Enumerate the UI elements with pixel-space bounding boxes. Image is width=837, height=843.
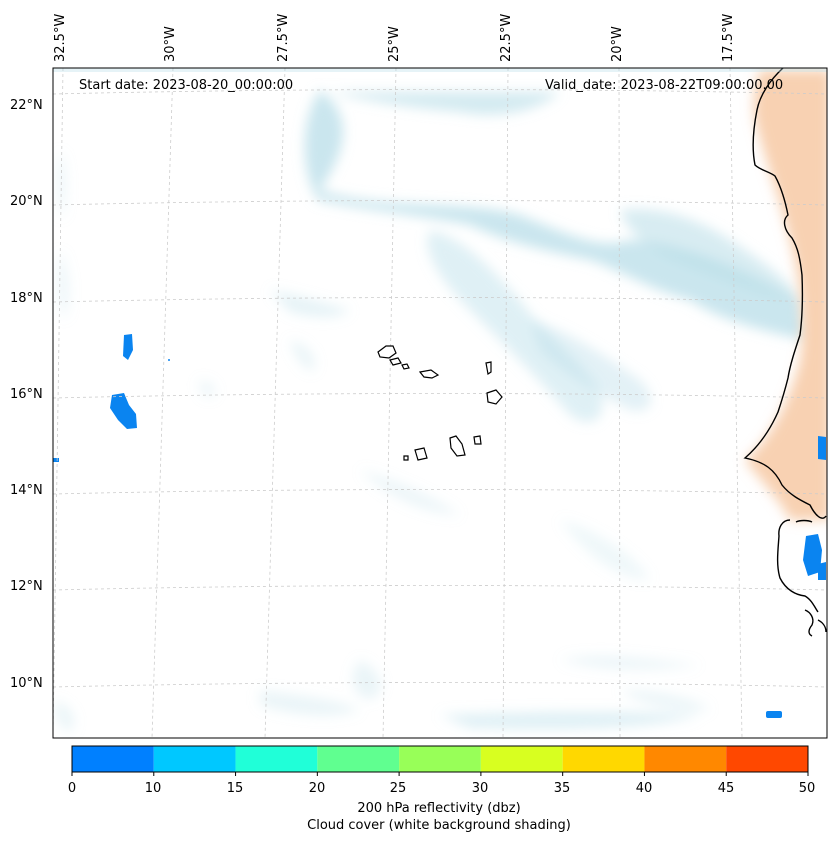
colorbar-tick-35: 35 bbox=[553, 781, 571, 796]
colorbar-tick-40: 40 bbox=[635, 781, 653, 796]
african-coastline bbox=[743, 68, 827, 637]
map-background bbox=[53, 68, 827, 738]
lat-label-16n: 16°N bbox=[10, 387, 43, 402]
colorbar-subtitle: Cloud cover (white background shading) bbox=[307, 818, 571, 833]
graticule bbox=[53, 68, 827, 738]
cloud-cover-shading bbox=[55, 90, 805, 732]
start-date-label: Start date: 2023-08-20_00:00:00 bbox=[79, 78, 294, 93]
colorbar-tick-20: 20 bbox=[308, 781, 326, 796]
colorbar-frame bbox=[71, 745, 809, 773]
colorbar-segment bbox=[72, 746, 154, 772]
colorbar-tick-15: 15 bbox=[226, 781, 244, 796]
lat-label-22n: 22°N bbox=[10, 98, 43, 113]
colorbar-segment bbox=[235, 746, 318, 772]
colorbar-segment bbox=[153, 746, 236, 772]
colorbar-segment bbox=[480, 746, 563, 772]
colorbar-tick-45: 45 bbox=[717, 781, 735, 796]
map-frame bbox=[52, 67, 828, 739]
lat-label-20n: 20°N bbox=[10, 194, 43, 209]
lat-label-14n: 14°N bbox=[10, 483, 43, 498]
lat-label-12n: 12°N bbox=[10, 579, 43, 594]
colorbar-segment bbox=[399, 746, 481, 772]
colorbar-tick-10: 10 bbox=[144, 781, 162, 796]
colorbar-segment bbox=[317, 746, 400, 772]
reflectivity-patches bbox=[53, 334, 826, 718]
colorbar bbox=[71, 745, 809, 776]
colorbar-segment bbox=[562, 746, 645, 772]
colorbar-tick-25: 25 bbox=[389, 781, 407, 796]
cape-verde-islands bbox=[377, 345, 503, 461]
lat-label-10n: 10°N bbox=[10, 676, 43, 691]
colorbar-title: 200 hPa reflectivity (dbz) bbox=[357, 801, 521, 816]
colorbar-segment bbox=[726, 746, 808, 772]
colorbar-tick-0: 0 bbox=[67, 781, 77, 796]
colorbar-segment bbox=[644, 746, 727, 772]
colorbar-tick-30: 30 bbox=[471, 781, 489, 796]
land-shading bbox=[745, 70, 827, 520]
valid-date-label: Valid_date: 2023-08-22T09:00:00.00 bbox=[545, 78, 784, 93]
lat-label-18n: 18°N bbox=[10, 291, 43, 306]
colorbar-tick-50: 50 bbox=[798, 781, 816, 796]
